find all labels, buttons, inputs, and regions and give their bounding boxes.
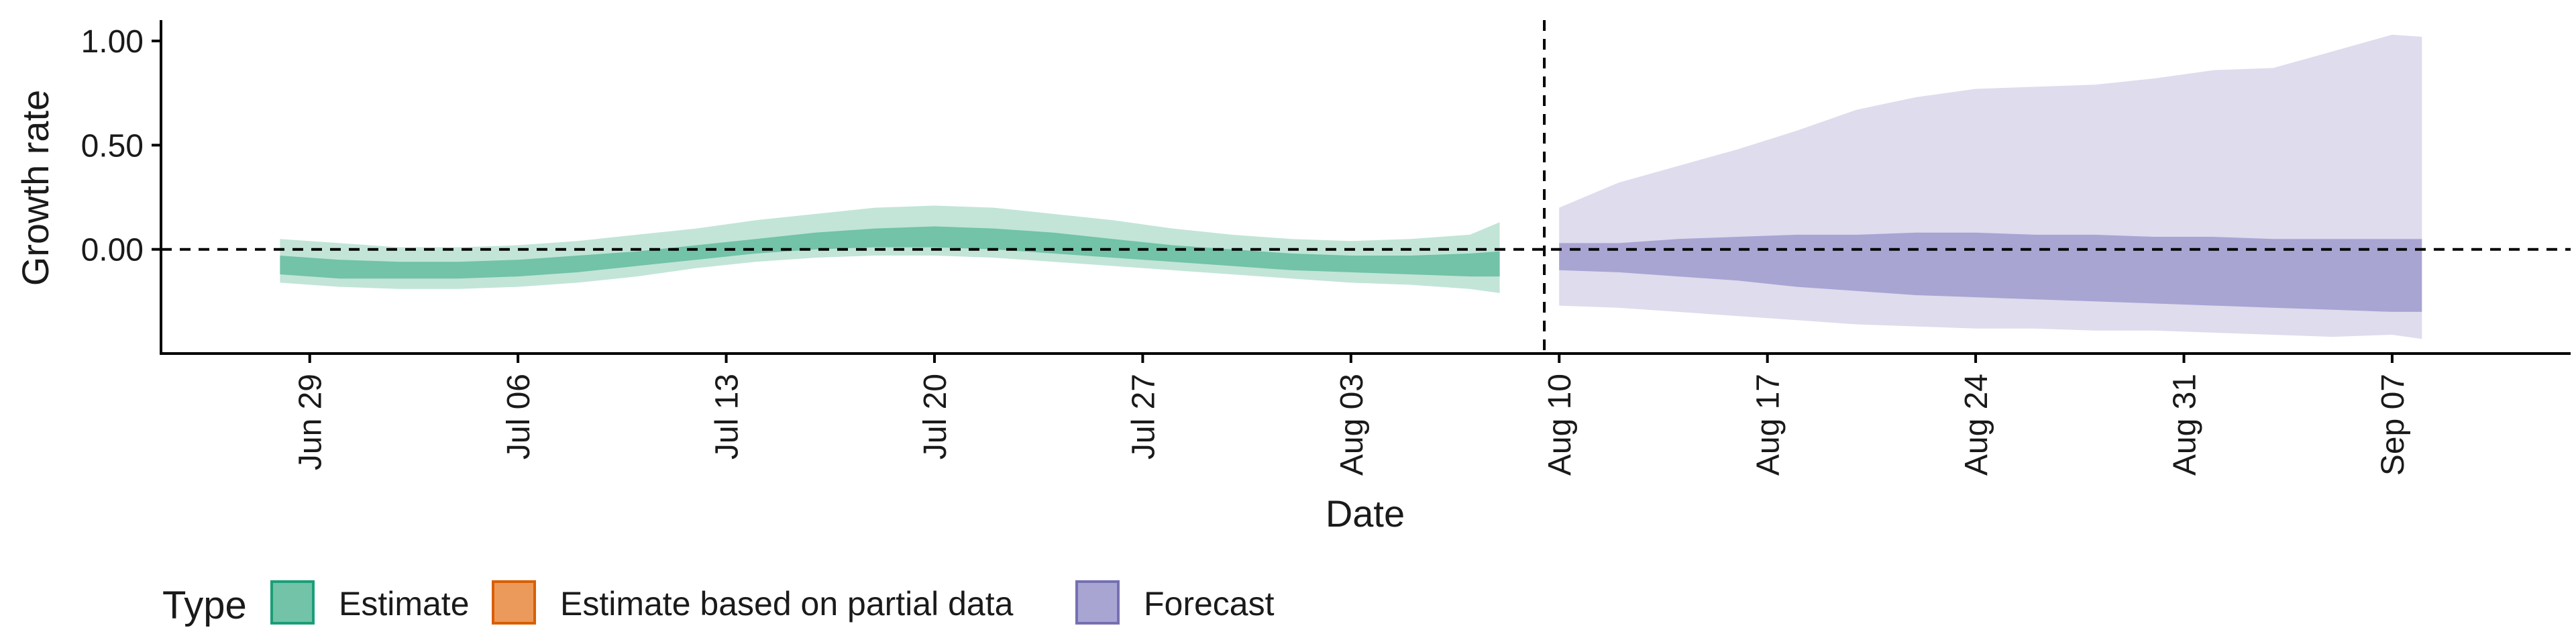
legend: Type Estimate Estimate based on partial d… <box>162 580 1275 627</box>
x-tick-label: Jul 20 <box>918 374 953 460</box>
tick-labels: 0.00 0.50 1.00 Jun 29 Jul 06 Jul 13 Jul 20 Jul … <box>81 24 2411 476</box>
forecast-inner-interval <box>1559 232 2422 312</box>
x-tick-label: Aug 31 <box>2167 374 2203 476</box>
legend-title: Type <box>162 584 247 627</box>
uncertainty-bands <box>280 34 2422 339</box>
x-tick-label: Aug 10 <box>1542 374 1578 476</box>
x-tick-label: Aug 03 <box>1334 374 1370 476</box>
x-axis-title: Date <box>1326 492 1405 535</box>
x-tick-label: Jun 29 <box>293 374 329 470</box>
legend-key-forecast <box>1075 580 1120 625</box>
x-tick-label: Jul 06 <box>501 374 537 460</box>
legend-items: Estimate Estimate based on partial data Fo… <box>270 580 1275 625</box>
legend-label-estimate: Estimate <box>339 585 470 623</box>
y-tick-label: 0.50 <box>81 128 144 164</box>
x-tick-label: Sep 07 <box>2375 374 2411 476</box>
y-axis-title: Growth rate <box>14 90 56 286</box>
y-tick-label: 1.00 <box>81 24 144 60</box>
reference-lines <box>161 20 2571 354</box>
x-tick-label: Jul 13 <box>710 374 745 460</box>
x-tick-label: Aug 24 <box>1959 374 1994 476</box>
estimate-inner-interval <box>280 226 1500 279</box>
legend-key-estimate-based-on-partial-data <box>492 580 536 625</box>
x-tick-label: Aug 17 <box>1751 374 1786 476</box>
y-tick-label: 0.00 <box>81 233 144 268</box>
legend-label-forecast: Forecast <box>1144 585 1275 623</box>
legend-label-estimate-based-on-partial-data: Estimate based on partial data <box>560 585 1014 623</box>
x-tick-label: Jul 27 <box>1126 374 1161 460</box>
legend-key-estimate <box>270 580 315 625</box>
axes <box>160 20 2571 355</box>
